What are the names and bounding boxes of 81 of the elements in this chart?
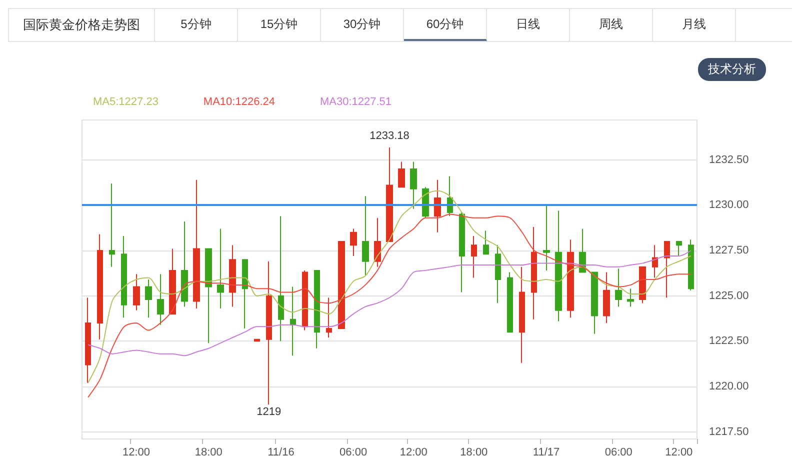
y-tick-label: 1220.00 — [709, 380, 749, 392]
candlestick — [326, 297, 332, 338]
candlestick — [121, 236, 127, 318]
x-tick-label: 11/17 — [532, 446, 560, 458]
candlestick — [338, 240, 345, 329]
text: 日线 — [487, 9, 570, 41]
y-tick-label: 1222.50 — [709, 335, 749, 348]
candlestick — [531, 226, 537, 320]
x-tick-label: 12:00 — [665, 446, 693, 458]
candlestick — [254, 338, 260, 342]
line-series — [88, 214, 692, 398]
text: MA30:1227.51 — [320, 96, 392, 108]
text: 技术分析 — [698, 58, 766, 81]
candlestick — [688, 239, 694, 291]
candlestick — [350, 228, 357, 256]
text: 5分钟 — [155, 9, 238, 41]
candlestick — [555, 210, 562, 322]
candlestick — [266, 260, 272, 406]
candlestick — [205, 248, 212, 344]
candlestick — [471, 236, 477, 278]
y-tick-label: 1230.00 — [709, 199, 749, 212]
candlestick — [519, 266, 525, 364]
candlestick — [157, 274, 164, 326]
x-tick-label: 11/16 — [268, 446, 294, 458]
candlestick — [181, 221, 188, 308]
text: 周线 — [570, 9, 653, 41]
line-series — [88, 250, 692, 356]
candlestick — [145, 279, 152, 318]
candlestick — [652, 244, 658, 278]
text: MA10:1226.24 — [203, 96, 275, 108]
candlestick — [664, 240, 670, 298]
candlestick — [169, 248, 176, 314]
x-tick-label: 18:00 — [460, 446, 488, 458]
candlestick — [398, 161, 405, 188]
candlestick — [386, 147, 393, 242]
candlestick — [278, 216, 284, 342]
candlestick — [410, 161, 417, 210]
chart-title: 国际黄金价格走势图 — [8, 9, 155, 41]
line-series — [88, 190, 692, 384]
candlestick — [85, 297, 91, 384]
candlestick — [483, 230, 489, 255]
annotation: 1219 — [256, 406, 282, 418]
candlestick — [567, 239, 574, 318]
candlestick — [133, 274, 140, 311]
candlestick — [193, 179, 200, 309]
y-tick-label: 1227.50 — [709, 244, 749, 256]
candlestick — [615, 268, 622, 308]
candlestick — [97, 234, 103, 340]
x-tick-label: 06:00 — [604, 446, 632, 458]
candlestick — [302, 270, 308, 331]
candlestick — [603, 272, 610, 324]
candlestick — [374, 217, 381, 268]
candlestick — [639, 266, 646, 304]
candlestick — [242, 259, 248, 329]
x-tick-label: 12:00 — [122, 446, 150, 458]
candlestick — [434, 179, 441, 233]
candlestick — [109, 182, 115, 268]
y-tick-label: 1225.00 — [709, 290, 749, 302]
candlestick — [507, 272, 513, 333]
candlestick — [217, 228, 224, 309]
x-tick-label: 06:00 — [340, 446, 368, 458]
text: 60分钟 — [404, 9, 487, 41]
candlestick — [676, 240, 682, 256]
text: MA5:1227.23 — [93, 96, 158, 108]
x-tick-label: 18:00 — [194, 446, 222, 458]
candlestick — [229, 244, 236, 308]
candlestick — [314, 270, 320, 349]
x-tick-label: 12:00 — [400, 446, 428, 458]
candlestick — [362, 196, 369, 276]
candlestick — [591, 272, 598, 334]
y-tick-label: 1232.50 — [709, 154, 749, 166]
candlestick — [495, 244, 501, 304]
candlestick — [290, 286, 296, 356]
candlestick — [543, 204, 550, 271]
text: 月线 — [653, 9, 736, 41]
y-tick-label: 1217.50 — [709, 426, 749, 438]
annotation: 1233.18 — [370, 130, 410, 142]
candlestick — [459, 212, 465, 293]
candlestick — [627, 288, 634, 308]
text: 15分钟 — [238, 9, 321, 41]
text: 30分钟 — [321, 9, 404, 41]
